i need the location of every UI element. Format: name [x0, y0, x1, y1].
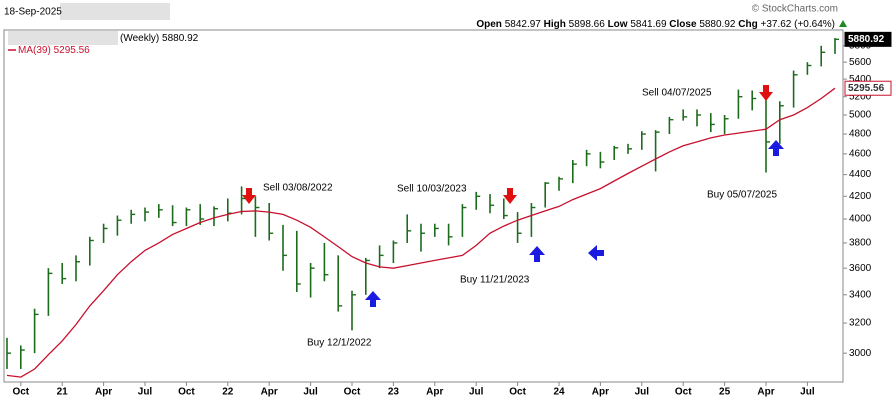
y-tick-label: 4600: [849, 149, 872, 160]
ma-tag: 5295.56: [848, 83, 885, 94]
ma-legend: MA(39) 5295.56: [18, 45, 90, 56]
buy-arrow: [365, 291, 381, 307]
x-tick-label: Jul: [635, 387, 650, 398]
x-tick-label: Apr: [426, 387, 443, 398]
x-tick-label: 23: [388, 387, 400, 398]
ma-name: MA(39): [18, 45, 51, 56]
x-tick-label: Oct: [12, 387, 29, 398]
quote-value: 5841.69: [630, 19, 667, 30]
annotation: Buy 05/07/2025: [707, 190, 777, 201]
x-tick-label: 22: [222, 387, 234, 398]
buy-arrow: [768, 140, 784, 156]
redacted-box: [60, 3, 170, 20]
buy-arrow: [529, 246, 545, 262]
quote: Open 5842.97 High 5898.66 Low 5841.69 Cl…: [476, 19, 835, 30]
redacted-box: [8, 31, 118, 45]
close-tag-box: [844, 31, 892, 47]
y-tick-label: 3400: [849, 289, 872, 300]
annotation: Sell 10/03/2023: [397, 184, 467, 195]
x-tick-label: Oct: [675, 387, 692, 398]
sell-arrow: [242, 188, 256, 204]
ma-tag-box: [844, 80, 892, 96]
quote-value: 5880.92: [699, 19, 736, 30]
sell-arrow: [759, 85, 773, 101]
quote-value: (+0.64%): [794, 19, 835, 30]
y-tick-label: 5400: [849, 74, 872, 85]
annotation: Buy 11/21/2023: [460, 275, 530, 286]
date: 18-Sep-2025: [4, 7, 62, 18]
plot-border: [3, 29, 844, 383]
y-tick-label: 3200: [849, 318, 872, 329]
x-tick-label: Oct: [509, 387, 526, 398]
x-tick-label: Apr: [757, 387, 774, 398]
y-tick-label: 4800: [849, 129, 872, 140]
quote-value: 5898.66: [569, 19, 606, 30]
annotation: Buy 12/1/2022: [307, 338, 372, 349]
x-tick-label: Jul: [303, 387, 318, 398]
x-tick-label: 25: [719, 387, 731, 398]
quote-label: Chg: [738, 19, 757, 30]
series-label: (Weekly) 5880.92: [120, 33, 199, 44]
quote-value: +37.62: [760, 19, 791, 30]
quote-label: Close: [669, 19, 697, 30]
buy-arrow: [588, 245, 604, 261]
x-tick-label: Apr: [95, 387, 112, 398]
x-tick-label: Oct: [178, 387, 195, 398]
series-name: (Weekly): [120, 33, 159, 44]
y-tick-label: 5000: [849, 110, 872, 121]
quote-value: 5842.97: [505, 19, 542, 30]
x-tick-label: 24: [553, 387, 565, 398]
y-tick-label: 4200: [849, 191, 872, 202]
quote-label: High: [544, 19, 566, 30]
watermark: © StockCharts.com: [752, 4, 838, 15]
y-tick-label: 4000: [849, 214, 872, 225]
annotation: Sell 04/07/2025: [642, 88, 712, 99]
x-tick-label: Jul: [469, 387, 484, 398]
ma-last: 5295.56: [54, 45, 91, 56]
x-tick-label: Jul: [138, 387, 153, 398]
close-tag: 5880.92: [848, 34, 885, 45]
moving-average: [6, 87, 836, 378]
y-tick-label: 3000: [849, 348, 872, 359]
x-tick-label: Jul: [800, 387, 815, 398]
series-last: 5880.92: [162, 33, 199, 44]
x-tick-label: Apr: [592, 387, 609, 398]
y-tick-label: 5200: [849, 91, 872, 102]
x-tick-label: Oct: [344, 387, 361, 398]
x-tick-label: 21: [57, 387, 69, 398]
change-up-icon: [839, 20, 847, 27]
y-tick-label: 3600: [849, 263, 872, 274]
quote-label: Open: [476, 19, 502, 30]
x-tick-label: Apr: [261, 387, 278, 398]
quote-label: Low: [608, 19, 628, 30]
y-tick-label: 3800: [849, 238, 872, 249]
y-tick-label: 4400: [849, 169, 872, 180]
annotation: Sell 03/08/2022: [263, 183, 333, 194]
sell-arrow: [503, 188, 517, 204]
y-tick-label: 5600: [849, 57, 872, 68]
